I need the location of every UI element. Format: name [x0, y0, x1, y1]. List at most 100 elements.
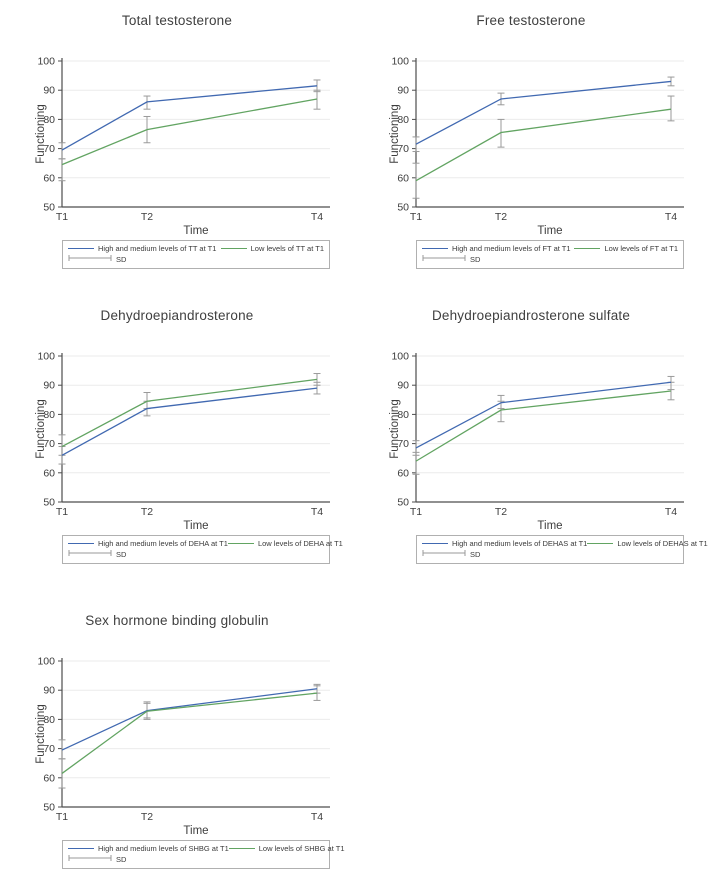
y-tick-label: 80 [397, 114, 409, 126]
series2-line-swatch [587, 543, 614, 544]
legend-label-series2: Low levels of DEHA at T1 [257, 539, 343, 548]
sd-errorbar-icon [68, 254, 112, 265]
x-axis-title: Time [183, 520, 208, 532]
x-tick-label: T4 [311, 506, 323, 518]
y-tick-label: 90 [43, 85, 55, 97]
series1-line-swatch [68, 543, 94, 544]
y-axis-title: Functioning [35, 399, 47, 458]
y-tick-label: 50 [43, 802, 55, 814]
legend: High and medium levels of FT at T1 Low l… [416, 240, 684, 269]
y-tick-label: 100 [391, 56, 409, 68]
y-tick-label: 80 [397, 409, 409, 421]
x-tick-label: T1 [410, 211, 422, 223]
x-axis-title: Time [183, 225, 208, 237]
series1-line-swatch [422, 248, 448, 249]
legend-label-series2: Low levels of SHBG at T1 [258, 844, 345, 853]
y-tick-label: 90 [43, 380, 55, 392]
chart-dehydroepiandrosterone: Dehydroepiandrosterone 50 60 70 80 90 100 T1 T2… [0, 295, 354, 580]
x-tick-label: T2 [141, 211, 153, 223]
legend-label-series2: Low levels of DEHAS at T1 [617, 539, 708, 548]
x-tick-label: T1 [56, 811, 68, 823]
y-tick-label: 70 [43, 438, 55, 450]
legend-label-series1: High and medium levels of DEHAS at T1 [452, 539, 588, 548]
legend-label-series1: High and medium levels of TT at T1 [98, 244, 217, 253]
chart-free-testosterone: Free testosterone 50 60 70 80 90 100 T1 T2 T4 Fun… [354, 0, 708, 285]
plot-area: 50 60 70 80 90 100 T1 T2 T4 Functioning Time [35, 351, 330, 532]
y-tick-label: 90 [43, 685, 55, 697]
x-tick-label: T1 [410, 506, 422, 518]
y-tick-label: 50 [43, 202, 55, 214]
y-axis-title: Functioning [389, 399, 401, 458]
chart-total-testosterone: Total testosterone 50 60 70 80 90 100 T1 T2 T4 Fu… [0, 0, 354, 285]
sd-errorbar-icon [422, 549, 466, 560]
series-line [61, 85, 318, 151]
x-tick-label: T4 [665, 211, 677, 223]
series2-line-swatch [228, 848, 255, 849]
legend: High and medium levels of DEHAS at T1 Lo… [416, 535, 708, 564]
chart-title: Sex hormone binding globulin [85, 613, 269, 628]
y-tick-label: 70 [43, 143, 55, 155]
series-line [415, 390, 672, 462]
legend-label-series2: Low levels of FT at T1 [604, 244, 678, 253]
x-tick-label: T1 [56, 506, 68, 518]
x-tick-label: T4 [311, 211, 323, 223]
y-tick-label: 90 [397, 85, 409, 97]
y-tick-label: 50 [397, 497, 409, 509]
plot-area: 50 60 70 80 90 100 T1 T2 T4 Functioning Time [35, 656, 330, 837]
x-axis-title: Time [537, 225, 562, 237]
x-tick-label: T1 [56, 211, 68, 223]
y-tick-label: 100 [37, 56, 55, 68]
sd-errorbar-icon [422, 254, 466, 265]
sd-errorbar-icon [68, 854, 112, 865]
y-tick-label: 70 [43, 743, 55, 755]
x-axis-title: Time [537, 520, 562, 532]
legend: High and medium levels of SHBG at T1 Low… [62, 840, 345, 869]
y-tick-label: 50 [43, 497, 55, 509]
plot-area: 50 60 70 80 90 100 T1 T2 T4 Functioning Time [35, 56, 330, 237]
x-axis-title: Time [183, 825, 208, 837]
legend-label-sd: SD [470, 550, 481, 559]
legend-label-sd: SD [116, 855, 127, 864]
plot-area: 50 60 70 80 90 100 T1 T2 T4 Functioning Time [389, 56, 684, 237]
series-line [61, 98, 318, 166]
chart-title: Total testosterone [121, 13, 233, 28]
series2-line-swatch [227, 543, 254, 544]
x-tick-label: T4 [665, 506, 677, 518]
sd-errorbar-icon [68, 549, 112, 560]
legend-label-sd: SD [116, 255, 127, 264]
y-tick-label: 60 [397, 467, 409, 479]
plot-area: 50 60 70 80 90 100 T1 T2 T4 Functioning Time [389, 351, 684, 532]
y-tick-label: 100 [391, 351, 409, 363]
y-tick-label: 80 [43, 409, 55, 421]
legend: High and medium levels of DEHA at T1 Low… [62, 535, 343, 564]
y-tick-label: 70 [397, 438, 409, 450]
series-line [61, 692, 318, 774]
legend-label-sd: SD [116, 550, 127, 559]
series-line [415, 381, 672, 449]
chart-title: Free testosterone [476, 13, 586, 28]
legend-label-series1: High and medium levels of DEHA at T1 [98, 539, 228, 548]
y-tick-label: 60 [397, 172, 409, 184]
chart-title: Dehydroepiandrosterone sulfate [431, 308, 631, 323]
x-tick-label: T4 [311, 811, 323, 823]
y-axis-title: Functioning [35, 104, 47, 163]
series-line [61, 378, 318, 448]
y-tick-label: 80 [43, 714, 55, 726]
chart-dehydroepiandrosterone-sulfate: Dehydroepiandrosterone sulfate 50 60 70 80 9… [354, 295, 708, 580]
series-line [61, 387, 318, 456]
series-line [415, 108, 672, 182]
y-tick-label: 70 [397, 143, 409, 155]
series2-line-swatch [220, 248, 247, 249]
y-tick-label: 50 [397, 202, 409, 214]
legend: High and medium levels of TT at T1 Low l… [62, 240, 330, 269]
chart-title: Dehydroepiandrosterone [100, 308, 254, 323]
x-tick-label: T2 [495, 211, 507, 223]
legend-label-series2: Low levels of TT at T1 [250, 244, 324, 253]
legend-label-sd: SD [470, 255, 481, 264]
y-tick-label: 100 [37, 351, 55, 363]
y-tick-label: 60 [43, 467, 55, 479]
y-tick-label: 60 [43, 172, 55, 184]
x-tick-label: T2 [141, 811, 153, 823]
x-tick-label: T2 [141, 506, 153, 518]
y-tick-label: 60 [43, 772, 55, 784]
